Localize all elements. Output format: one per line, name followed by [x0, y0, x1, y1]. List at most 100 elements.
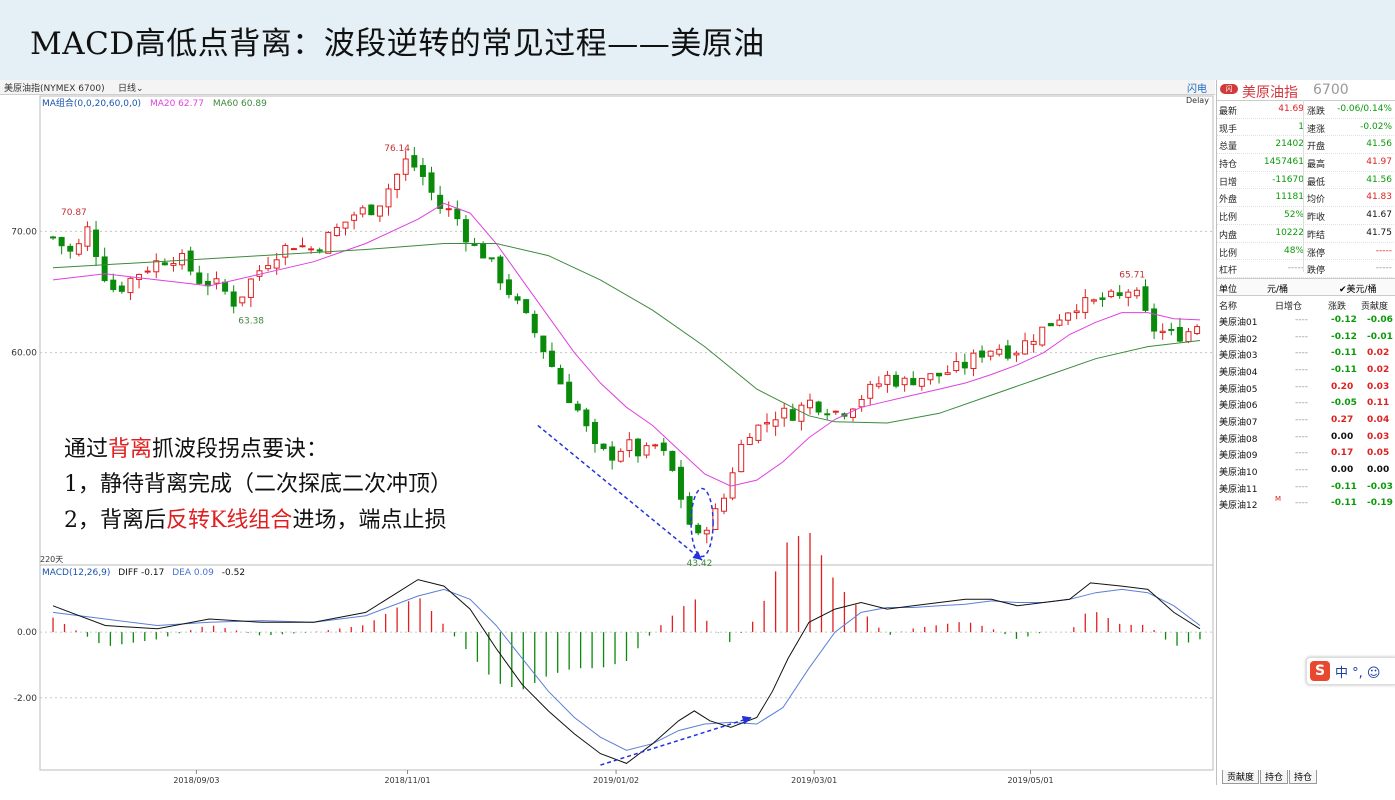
candle-body	[50, 236, 57, 239]
candle-body	[781, 407, 788, 419]
tab-position-2[interactable]: 持仓	[1289, 770, 1318, 784]
macd-legend-title[interactable]: MACD(12,26,9)	[42, 568, 111, 578]
col-name[interactable]: 名称	[1219, 301, 1238, 312]
col-contrib[interactable]: 贡献度	[1361, 301, 1389, 312]
annotation-text: 2，背离后	[64, 508, 166, 533]
candle-body	[1056, 319, 1063, 326]
quote-value: -0.06/0.14%	[1337, 104, 1392, 114]
flash-button[interactable]: 闪电	[1187, 84, 1207, 95]
live-badge-icon: 闪	[1220, 84, 1238, 94]
col-oi[interactable]: 日增仓	[1275, 301, 1303, 312]
period-selector[interactable]: 日线⌄	[118, 84, 144, 94]
contract-contrib: 0.04	[1367, 415, 1390, 425]
contract-change: -0.05	[1331, 398, 1357, 409]
candle-body	[643, 445, 650, 456]
quote-label: 昨结	[1307, 230, 1326, 241]
candle-body	[703, 529, 710, 535]
candle-body	[660, 442, 667, 452]
candle-body	[591, 421, 598, 444]
contract-oi: ----	[1295, 331, 1308, 342]
macd-legend: MACD(12,26,9) DIFF -0.17 DEA 0.09 -0.52	[42, 568, 250, 578]
candle-body	[600, 443, 607, 450]
candle-body	[936, 372, 943, 377]
candle-body	[1030, 340, 1037, 345]
contract-row[interactable]: 美原油11 ---- -0.11 -0.03	[1217, 479, 1395, 496]
contract-change: 0.17	[1331, 448, 1354, 459]
contract-change: -0.11	[1331, 481, 1357, 492]
quote-label: 均价	[1307, 195, 1326, 206]
candle-body	[677, 466, 684, 500]
peak-label: 76.14	[384, 144, 410, 154]
ma60-line	[52, 243, 1201, 424]
dea-legend: DEA 0.09	[172, 568, 214, 578]
unit-label: 单位	[1219, 284, 1238, 295]
candle-body	[179, 253, 186, 266]
contract-row[interactable]: 美原油06 ---- -0.05 0.11	[1217, 395, 1395, 412]
candle-body	[308, 248, 315, 251]
quote-label: 持仓	[1219, 160, 1238, 171]
candle-body	[454, 208, 461, 220]
quote-row: 内盘 10222 昨结 41.75	[1217, 225, 1395, 243]
col-chg[interactable]: 涨跌	[1328, 301, 1347, 312]
candle-body	[523, 299, 530, 314]
contract-row[interactable]: 美原油09 ---- 0.17 0.05	[1217, 445, 1395, 462]
candle-body	[136, 273, 143, 280]
candle-body	[1022, 340, 1029, 355]
contract-row[interactable]: 美原油10 ---- 0.00 0.00	[1217, 462, 1395, 479]
contract-name: 美原油03	[1219, 351, 1258, 362]
period-label: 日线	[118, 84, 137, 94]
tab-position-1[interactable]: 持仓	[1260, 770, 1289, 784]
quote-label: 涨跌	[1307, 107, 1326, 117]
candle-body	[110, 279, 117, 291]
candle-body	[497, 256, 504, 284]
candle-body	[127, 277, 134, 294]
contract-row[interactable]: 美原油03 ---- -0.11 0.02	[1217, 345, 1395, 362]
quote-label: 速涨	[1307, 124, 1326, 135]
unit-alt[interactable]: ✔美元/桶	[1339, 284, 1377, 295]
candle-body	[325, 232, 332, 254]
chart-toolbar: 美原油指(NYMEX 6700) 日线⌄	[0, 80, 1215, 95]
contract-row[interactable]: 美原油04 ---- -0.11 0.02	[1217, 362, 1395, 379]
candle-body	[58, 236, 65, 247]
ma-legend-title[interactable]: MA组合(0,0,20,60,0,0)	[42, 99, 142, 109]
quote-value: 1457461	[1263, 157, 1304, 168]
candle-body	[394, 173, 401, 191]
candle-body	[462, 219, 469, 243]
ime-toolbar[interactable]: S 中 °, ☺	[1306, 657, 1395, 685]
candle-body	[222, 281, 229, 292]
contract-contrib: 0.11	[1367, 398, 1390, 409]
contract-row[interactable]: 美原油12 ---- -0.11 -0.19 M	[1217, 495, 1395, 512]
y-tick-label: 60.00	[11, 349, 37, 359]
candle-body	[1151, 308, 1158, 332]
candle-body	[445, 208, 452, 211]
ime-status[interactable]: 中 °, ☺	[1335, 666, 1381, 681]
candle-body	[376, 205, 383, 217]
candle-body	[488, 257, 495, 260]
quote-value: 1	[1298, 121, 1304, 132]
quote-label: 外盘	[1219, 195, 1238, 206]
contract-row[interactable]: 美原油08 ---- 0.00 0.03	[1217, 429, 1395, 446]
peak-label: 70.87	[61, 208, 87, 218]
contract-change: -0.12	[1331, 314, 1357, 325]
candle-body	[1090, 299, 1097, 302]
contract-row[interactable]: 美原油02 ---- -0.12 -0.01	[1217, 329, 1395, 346]
unit-value[interactable]: 元/桶	[1267, 284, 1289, 295]
contract-row[interactable]: 美原油01 ---- -0.12 -0.06	[1217, 312, 1395, 329]
peak-label: 63.38	[238, 317, 264, 327]
quote-table: 最新 41.69 涨跌 -0.06/0.14% 现手 1 速涨 -0.02% 总量 21402 开盘…	[1217, 101, 1395, 278]
candle-body	[437, 194, 444, 209]
contract-row[interactable]: 美原油05 ---- 0.20 0.03	[1217, 379, 1395, 396]
contract-row[interactable]: 美原油07 ---- 0.27 0.04	[1217, 412, 1395, 429]
quote-row: 比例 52% 昨收 41.67	[1217, 207, 1395, 225]
instrument-name: 美原油指	[1242, 85, 1298, 101]
contract-oi: ----	[1295, 481, 1308, 492]
candle-body	[738, 443, 745, 473]
tab-contrib[interactable]: 贡献度	[1222, 770, 1260, 784]
instrument-label[interactable]: 美原油指(NYMEX 6700)	[4, 84, 105, 94]
candle-body	[1125, 291, 1132, 298]
candle-body	[1176, 326, 1183, 342]
annotation-text: 抓波段拐点要诀：	[152, 437, 329, 462]
candle-body	[411, 155, 418, 168]
quote-value: 41.69	[1278, 104, 1304, 114]
candlestick-chart[interactable]: 70.00 60.00 0.00 -2.00 2018/09/03 2018/11/01 2…	[0, 95, 1215, 800]
